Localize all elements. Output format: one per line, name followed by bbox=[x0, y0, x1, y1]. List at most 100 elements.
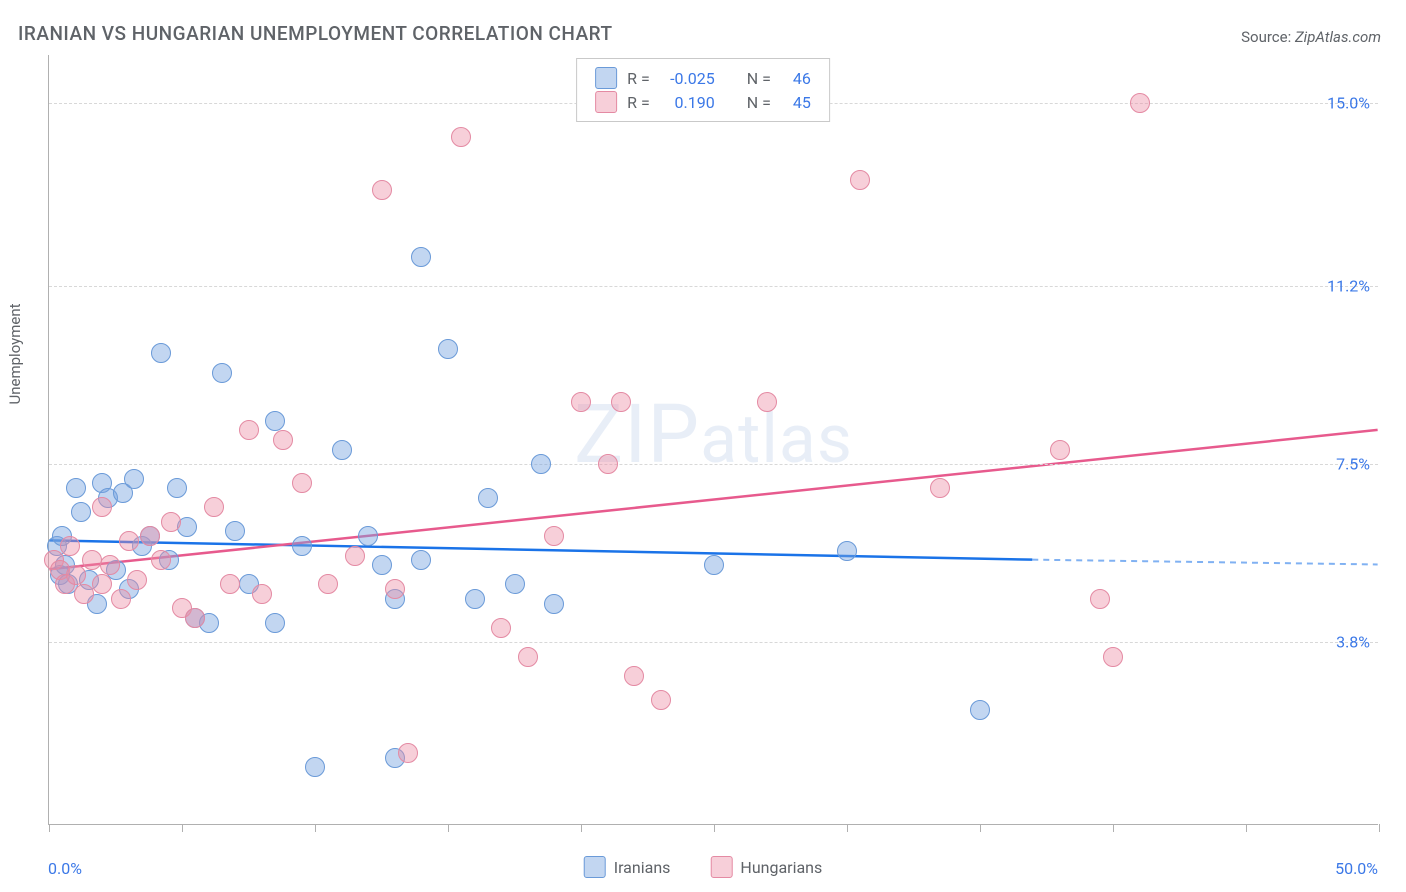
x-axis-min-label: 0.0% bbox=[48, 859, 82, 878]
x-tick bbox=[1113, 824, 1114, 832]
scatter-point bbox=[438, 339, 458, 359]
scatter-point bbox=[385, 579, 405, 599]
scatter-point bbox=[119, 531, 139, 551]
scatter-point bbox=[60, 536, 80, 556]
scatter-point bbox=[411, 247, 431, 267]
scatter-point bbox=[624, 666, 644, 686]
x-tick bbox=[315, 824, 316, 832]
scatter-point bbox=[305, 757, 325, 777]
scatter-point bbox=[140, 526, 160, 546]
plot-area: ZIPatlas 3.8%7.5%11.2%15.0% bbox=[48, 55, 1378, 825]
scatter-point bbox=[451, 127, 471, 147]
scatter-point bbox=[71, 502, 91, 522]
scatter-point bbox=[151, 550, 171, 570]
y-tick-label: 7.5% bbox=[1336, 455, 1370, 474]
x-tick bbox=[581, 824, 582, 832]
x-tick bbox=[1246, 824, 1247, 832]
r-label: R = bbox=[627, 93, 650, 112]
legend-stat-row: R =0.190N =45 bbox=[595, 91, 811, 113]
x-tick bbox=[1379, 824, 1380, 832]
n-value: 46 bbox=[781, 69, 811, 88]
scatter-point bbox=[66, 565, 86, 585]
scatter-point bbox=[66, 478, 86, 498]
scatter-point bbox=[167, 478, 187, 498]
scatter-point bbox=[398, 743, 418, 763]
y-axis-label: Unemployment bbox=[6, 303, 24, 404]
chart-title: IRANIAN VS HUNGARIAN UNEMPLOYMENT CORREL… bbox=[18, 22, 613, 45]
scatter-point bbox=[100, 555, 120, 575]
r-value: 0.190 bbox=[660, 93, 715, 112]
scatter-point bbox=[358, 526, 378, 546]
scatter-point bbox=[704, 555, 724, 575]
trend-line bbox=[49, 430, 1377, 569]
legend-swatch bbox=[595, 91, 617, 113]
scatter-point bbox=[185, 608, 205, 628]
x-tick bbox=[182, 824, 183, 832]
scatter-point bbox=[505, 574, 525, 594]
scatter-point bbox=[345, 546, 365, 566]
x-tick bbox=[49, 824, 50, 832]
scatter-point bbox=[161, 512, 181, 532]
scatter-point bbox=[292, 473, 312, 493]
scatter-point bbox=[465, 589, 485, 609]
gridline bbox=[49, 286, 1378, 287]
x-axis-max-label: 50.0% bbox=[1335, 859, 1378, 878]
n-value: 45 bbox=[781, 93, 811, 112]
scatter-point bbox=[318, 574, 338, 594]
trend-line bbox=[49, 540, 1032, 559]
scatter-point bbox=[252, 584, 272, 604]
legend-stat-row: R = -0.025 N = 46 bbox=[595, 67, 811, 89]
scatter-point bbox=[151, 343, 171, 363]
scatter-point bbox=[411, 550, 431, 570]
scatter-point bbox=[82, 550, 102, 570]
scatter-point bbox=[124, 469, 144, 489]
legend-series-item: Hungarians bbox=[710, 856, 822, 878]
y-tick-label: 11.2% bbox=[1327, 277, 1370, 296]
legend-series-label: Iranians bbox=[614, 858, 671, 877]
legend-swatch bbox=[595, 67, 617, 89]
scatter-point bbox=[1103, 647, 1123, 667]
scatter-point bbox=[292, 536, 312, 556]
legend-swatch bbox=[584, 856, 606, 878]
scatter-point bbox=[92, 574, 112, 594]
scatter-point bbox=[478, 488, 498, 508]
scatter-point bbox=[372, 180, 392, 200]
legend-series-label: Hungarians bbox=[740, 858, 822, 877]
r-label: R = bbox=[627, 69, 650, 88]
x-tick bbox=[448, 824, 449, 832]
scatter-point bbox=[518, 647, 538, 667]
n-label: N = bbox=[747, 69, 771, 88]
scatter-point bbox=[544, 526, 564, 546]
r-value: -0.025 bbox=[660, 69, 715, 88]
legend-correlation-box: R =-0.025N =46R =0.190N =45 bbox=[576, 58, 830, 122]
y-tick-label: 3.8% bbox=[1336, 633, 1370, 652]
scatter-point bbox=[372, 555, 392, 575]
legend-series: Iranians Hungarians bbox=[584, 856, 823, 878]
scatter-point bbox=[92, 497, 112, 517]
legend-series-item: Iranians bbox=[584, 856, 671, 878]
scatter-point bbox=[970, 700, 990, 720]
x-tick bbox=[847, 824, 848, 832]
watermark-small: atlas bbox=[700, 399, 853, 479]
scatter-point bbox=[544, 594, 564, 614]
gridline bbox=[49, 642, 1378, 643]
x-tick bbox=[714, 824, 715, 832]
trend-line-dashed bbox=[1032, 560, 1377, 565]
legend-swatch bbox=[710, 856, 732, 878]
scatter-point bbox=[239, 420, 259, 440]
y-tick-label: 15.0% bbox=[1327, 94, 1370, 113]
scatter-point bbox=[1090, 589, 1110, 609]
source-name: ZipAtlas.com bbox=[1295, 28, 1381, 46]
scatter-point bbox=[273, 430, 293, 450]
scatter-point bbox=[204, 497, 224, 517]
scatter-point bbox=[837, 541, 857, 561]
scatter-point bbox=[757, 392, 777, 412]
scatter-point bbox=[598, 454, 618, 474]
scatter-point bbox=[74, 584, 94, 604]
scatter-point bbox=[531, 454, 551, 474]
scatter-point bbox=[225, 521, 245, 541]
scatter-point bbox=[220, 574, 240, 594]
scatter-point bbox=[127, 570, 147, 590]
scatter-point bbox=[332, 440, 352, 460]
source-attribution: Source: ZipAtlas.com bbox=[1241, 28, 1381, 46]
